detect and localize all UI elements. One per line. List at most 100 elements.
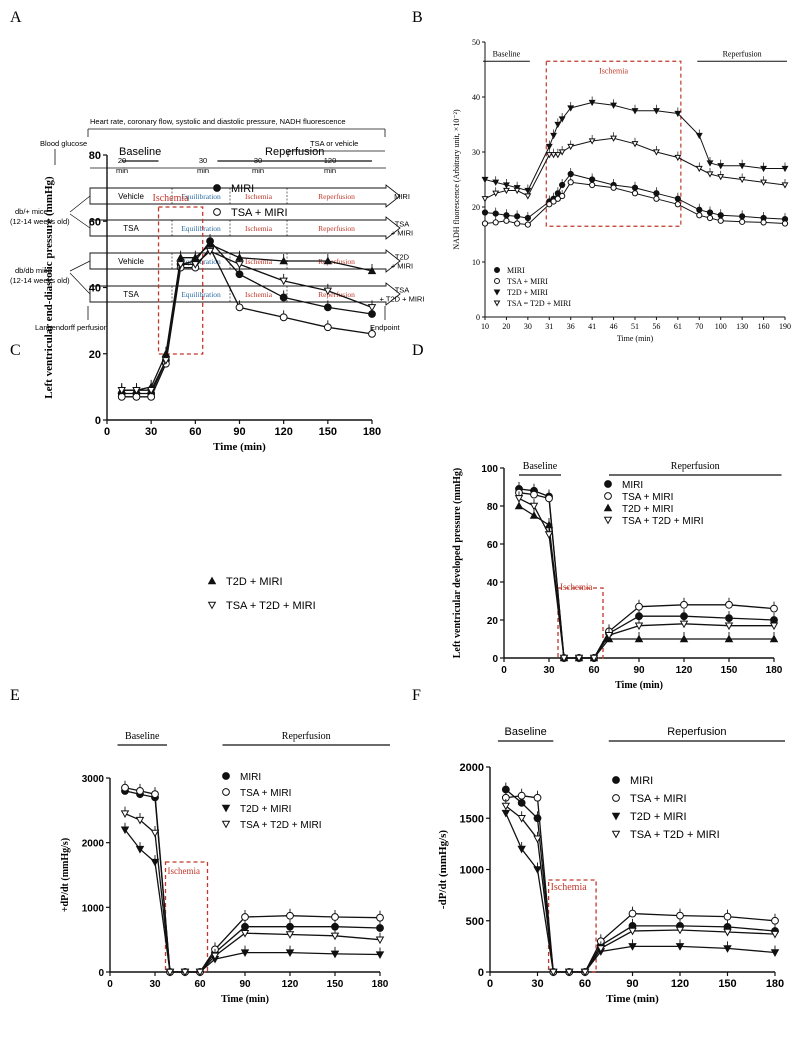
x-tick-label: 100 [715, 322, 727, 331]
y-tick-label: 0 [98, 968, 104, 979]
data-point [559, 192, 566, 200]
data-point [323, 256, 333, 265]
legend-entry-3: TSA + T2D + MIRI [611, 829, 720, 841]
panel-letter-d: D [412, 342, 424, 359]
panel-letter-a: A [10, 9, 22, 26]
legend-entry-3: TSA + T2D + MIRI [221, 820, 322, 831]
ischemia-label: Ischemia [560, 582, 592, 592]
panel-letter-e: E [10, 687, 20, 704]
y-tick-label: 2000 [460, 762, 484, 774]
x-tick-label: 36 [567, 322, 575, 331]
x-tick-label: 30 [149, 979, 161, 990]
data-point [279, 313, 288, 322]
data-point [634, 622, 644, 631]
x-tick-label: 31 [545, 322, 553, 331]
group-label: TSA [395, 220, 410, 229]
legend-label: TSA + MIRI [240, 788, 291, 799]
legend-entry-2: T2D + MIRI [221, 804, 291, 815]
legend-label: TSA + T2D + MIRI [226, 600, 316, 612]
data-point [514, 220, 521, 227]
x-tick-label: 70 [695, 322, 703, 331]
legend-entry-0: MIRI [222, 772, 261, 783]
data-point [652, 149, 660, 156]
data-point [738, 163, 746, 170]
y-axis-title: +dP/dt (mmHg/s) [60, 838, 71, 912]
data-point [549, 968, 558, 977]
data-point [679, 634, 689, 643]
data-point [235, 270, 244, 279]
ischemia-label: Ischemia [551, 882, 588, 893]
connector-line [69, 195, 91, 213]
data-point [546, 201, 553, 208]
treatment-label: TSA [123, 290, 139, 299]
x-axis-title: Time (min) [606, 993, 659, 1005]
phase-ischemia: Ischemia [245, 192, 273, 201]
phase-equilibration: Equilibration [181, 224, 221, 233]
protocol-arrow [89, 249, 401, 273]
phase-reperfusion: Reperfusion [318, 257, 355, 266]
legend-entry-0: MIRI [213, 183, 254, 195]
data-point [367, 266, 377, 275]
data-point [492, 190, 500, 197]
data-point [706, 160, 714, 167]
data-point [652, 108, 660, 115]
data-point [631, 190, 639, 197]
data-point [493, 289, 501, 296]
data-point [559, 654, 569, 663]
data-point [121, 783, 129, 792]
data-point [235, 261, 244, 269]
series-1 [481, 176, 789, 228]
data-point [517, 798, 526, 807]
data-point [612, 776, 620, 784]
data-point [146, 386, 156, 395]
data-point [589, 181, 596, 189]
legend-label: MIRI [231, 183, 254, 195]
x-axis-title: Time (min) [617, 334, 654, 343]
x-tick-label: 30 [543, 665, 555, 676]
data-point [135, 816, 145, 825]
data-point [279, 256, 288, 265]
connector-line [69, 213, 91, 229]
data-point [517, 791, 526, 800]
data-point [492, 179, 500, 186]
data-point [567, 179, 574, 186]
ischemia-label: Ischemia [153, 193, 190, 204]
y-tick-label: 100 [481, 464, 498, 475]
ischemia-label: Ischemia [599, 66, 628, 75]
data-point [120, 826, 130, 835]
series-3 [501, 798, 780, 977]
legend-entry-1: TSA + MIRI [604, 492, 673, 503]
data-point [279, 277, 288, 286]
data-point [725, 600, 733, 609]
data-point [375, 951, 385, 959]
connector-line [69, 272, 91, 295]
data-point [610, 184, 617, 191]
legend-label: TSA + MIRI [231, 207, 288, 219]
y-tick-label: 500 [466, 916, 484, 928]
duration-reperfusion-unit: min [324, 166, 336, 175]
data-point [603, 503, 613, 512]
data-point [550, 132, 558, 140]
data-point [604, 631, 614, 640]
x-tick-label: 60 [579, 978, 591, 990]
region-label: Baseline [505, 726, 547, 738]
x-axis-title: Time (min) [221, 994, 269, 1005]
data-point [596, 945, 606, 953]
series-2 [120, 822, 385, 977]
chart-panel-d: 0 20 40 60 80 100 0 30 60 90 120 150 180 Time (min) Le… [452, 461, 783, 691]
data-point [513, 187, 521, 195]
duration-baseline-unit: min [116, 166, 128, 175]
y-tick-label: 10 [472, 258, 480, 267]
data-point [612, 794, 620, 802]
data-point [695, 165, 703, 173]
data-point [724, 622, 734, 631]
y-axis-title: -dP/dt (mmHg/s) [437, 830, 449, 909]
data-point [589, 654, 599, 663]
panel-letter-c: C [10, 342, 21, 359]
y-tick-label: 0 [478, 967, 484, 979]
data-point [524, 193, 532, 200]
x-tick-label: 51 [631, 322, 639, 331]
tsa-or-vehicle-label: TSA or vehicle [310, 139, 358, 148]
phase-equilibration: Equilibration [181, 192, 221, 201]
data-point [628, 927, 637, 936]
